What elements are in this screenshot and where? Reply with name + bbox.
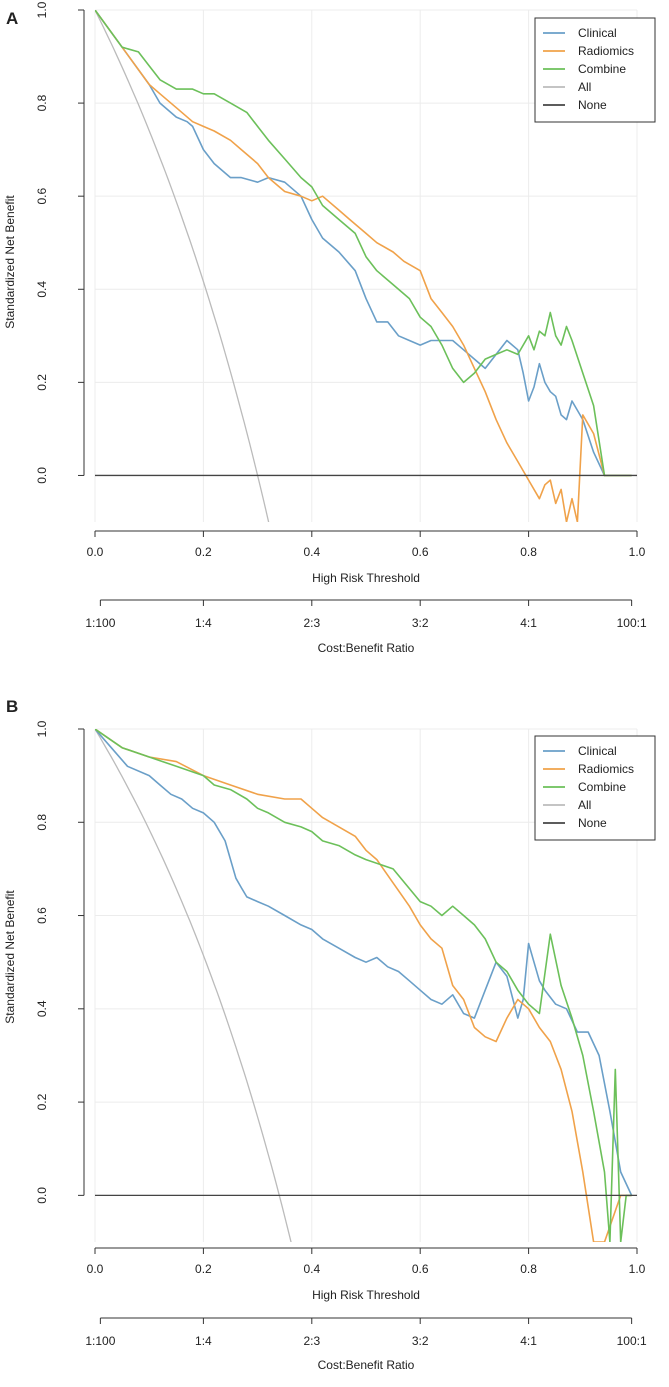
ratio-tick-label: 1:4 [195, 1334, 212, 1348]
ratio-tick-label: 1:100 [85, 1334, 115, 1348]
series-clinical-line [95, 729, 633, 1196]
cost-benefit-label: Cost:Benefit Ratio [318, 641, 415, 655]
y-tick-label: 0.6 [35, 188, 49, 205]
x-tick-label: 0.4 [303, 545, 320, 559]
legend-label-all: All [578, 798, 591, 812]
legend-label-radiomics: Radiomics [578, 44, 634, 58]
cost-benefit-label: Cost:Benefit Ratio [318, 1358, 415, 1372]
x-tick-label: 0.4 [303, 1262, 320, 1276]
x-tick-label: 0.8 [520, 1262, 537, 1276]
series-radiomics-line [95, 729, 632, 1242]
y-tick-label: 0.4 [35, 281, 49, 298]
ratio-tick-label: 2:3 [303, 616, 320, 630]
y-tick-label: 1.0 [35, 1, 49, 18]
ratio-tick-label: 100:1 [617, 616, 647, 630]
y-axis-label: Standardized Net Benefit [3, 195, 17, 329]
x-tick-label: 0.0 [87, 1262, 104, 1276]
legend: Clinical Radiomics Combine All None [534, 17, 656, 123]
ratio-tick-label: 4:1 [520, 616, 537, 630]
ratio-tick-label: 1:4 [195, 616, 212, 630]
x-axis-label: High Risk Threshold [312, 1288, 420, 1302]
legend-label-all: All [578, 80, 591, 94]
panel-label: B [6, 697, 18, 716]
series-clinical-line [95, 10, 632, 477]
y-tick-label: 0.2 [35, 1093, 49, 1110]
series-combine-line [95, 10, 632, 477]
legend-label-combine: Combine [578, 62, 626, 76]
x-tick-label: 0.2 [195, 1262, 212, 1276]
ratio-tick-label: 100:1 [617, 1334, 647, 1348]
legend-label-clinical: Clinical [578, 744, 617, 758]
legend-label-clinical: Clinical [578, 26, 617, 40]
panel-a: A 0.0 0.2 0.4 0.6 0.8 1.0 0.0 0.2 0.4 0.6 0.8 1.0 1:… [3, 1, 656, 655]
panel-b: B 0.0 0.2 0.4 0.6 0.8 1.0 0.0 0.2 0.4 0.6 0.8 1.0 1:… [3, 697, 656, 1372]
series-lines [95, 729, 637, 1242]
x-tick-label: 1.0 [629, 1262, 646, 1276]
x-tick-label: 0.0 [87, 545, 104, 559]
x-tick-label: 0.6 [412, 1262, 429, 1276]
y-tick-label: 0.8 [35, 814, 49, 831]
x-axis-label: High Risk Threshold [312, 571, 420, 585]
x-tick-label: 0.6 [412, 545, 429, 559]
y-tick-label: 0.4 [35, 1000, 49, 1017]
x-tick-label: 1.0 [629, 545, 646, 559]
y-tick-label: 0.8 [35, 94, 49, 111]
y-tick-label: 0.2 [35, 374, 49, 391]
y-tick-label: 1.0 [35, 720, 49, 737]
ratio-tick-label: 3:2 [412, 616, 429, 630]
series-all-line [95, 729, 292, 1242]
x-tick-label: 0.2 [195, 545, 212, 559]
legend-label-none: None [578, 816, 607, 830]
series-lines [95, 10, 637, 522]
x-tick-label: 0.8 [520, 545, 537, 559]
ratio-tick-label: 3:2 [412, 1334, 429, 1348]
ratio-tick-label: 1:100 [85, 616, 115, 630]
ratio-tick-label: 2:3 [303, 1334, 320, 1348]
legend-label-radiomics: Radiomics [578, 762, 634, 776]
axes: 0.0 0.2 0.4 0.6 0.8 1.0 0.0 0.2 0.4 0.6 0.8 1.0 1:10… [35, 1, 647, 630]
axes: 0.0 0.2 0.4 0.6 0.8 1.0 0.0 0.2 0.4 0.6 0.8 1.0 1:10… [35, 720, 647, 1348]
y-tick-label: 0.6 [35, 907, 49, 924]
legend: Clinical Radiomics Combine All None [534, 735, 656, 841]
series-all-line [95, 10, 270, 522]
series-radiomics-line [95, 10, 632, 522]
y-tick-label: 0.0 [35, 1187, 49, 1204]
panel-label: A [6, 9, 18, 28]
legend-label-none: None [578, 98, 607, 112]
series-combine-line [95, 729, 632, 1242]
ratio-tick-label: 4:1 [520, 1334, 537, 1348]
y-axis-label: Standardized Net Benefit [3, 890, 17, 1024]
y-tick-label: 0.0 [35, 467, 49, 484]
legend-label-combine: Combine [578, 780, 626, 794]
